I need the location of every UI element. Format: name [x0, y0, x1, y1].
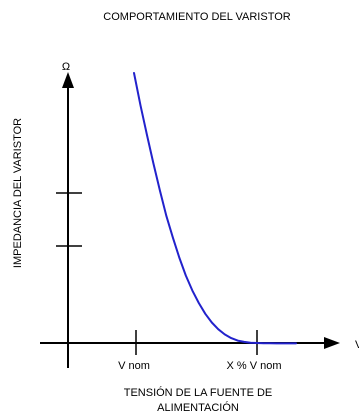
y-axis-arrow [62, 72, 74, 88]
series-line-impedance [133, 72, 297, 345]
x-axis-arrow [324, 337, 340, 349]
x-axis-label-line2: ALIMENTACIÓN [157, 401, 239, 414]
chart-title: COMPORTAMIENTO DEL VARISTOR [103, 11, 290, 23]
y-axis-label: IMPEDANCIA DEL VARISTOR [12, 118, 24, 268]
x-unit-label: V [355, 339, 359, 351]
x-tick-label-xvnom: X % V nom [226, 360, 281, 372]
x-axis-label-line1: TENSIÓN DE LA FUENTE DE [124, 386, 273, 399]
y-unit-label: Ω [62, 61, 70, 73]
x-tick-label-vnom: V nom [118, 360, 150, 372]
